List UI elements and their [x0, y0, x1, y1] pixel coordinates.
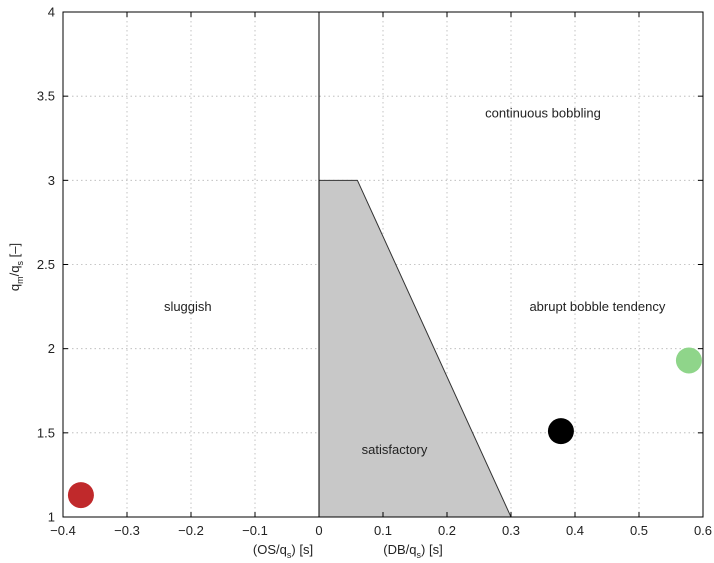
region-labels: continuous bobbling sluggish abrupt bobble…	[164, 106, 666, 458]
x-tick-labels: −0.4 −0.3 −0.2 −0.1 0 0.1 0.2 0.3 0.4 0.5 0.6	[50, 523, 712, 538]
region-label: abrupt bobble tendency	[529, 299, 665, 314]
region-label: satisfactory	[362, 442, 428, 457]
x-axis-label-left: (OS/qs) [s]	[253, 542, 313, 560]
x-tick-label: 0.5	[630, 523, 648, 538]
y-tick-label: 1.5	[37, 425, 55, 440]
region-label: sluggish	[164, 299, 212, 314]
y-tick-labels: 1 1.5 2 2.5 3 3.5 4	[37, 5, 55, 525]
x-axis-label-right: (DB/qs) [s]	[383, 542, 442, 560]
data-point	[67, 482, 94, 509]
x-tick-label: 0.2	[438, 523, 456, 538]
y-tick-label: 2.5	[37, 257, 55, 272]
x-tick-label: 0.4	[566, 523, 584, 538]
x-tick-label: −0.1	[242, 523, 268, 538]
y-tick-label: 2	[48, 341, 55, 356]
y-tick-label: 1	[48, 510, 55, 525]
data-point	[547, 418, 574, 445]
y-tick-label: 4	[48, 5, 55, 20]
data-points	[67, 347, 702, 509]
x-tick-label: −0.3	[114, 523, 140, 538]
y-axis-label: qm/qs [–]	[7, 243, 25, 291]
x-tick-label: 0.6	[694, 523, 712, 538]
y-tick-label: 3.5	[37, 89, 55, 104]
x-tick-label: 0	[315, 523, 322, 538]
x-tick-label: −0.4	[50, 523, 76, 538]
x-tick-label: −0.2	[178, 523, 204, 538]
y-tick-label: 3	[48, 173, 55, 188]
region-label: continuous bobbling	[485, 106, 601, 121]
data-point	[675, 347, 702, 374]
tick-marks	[62, 11, 704, 518]
x-tick-label: 0.1	[374, 523, 392, 538]
x-tick-label: 0.3	[502, 523, 520, 538]
